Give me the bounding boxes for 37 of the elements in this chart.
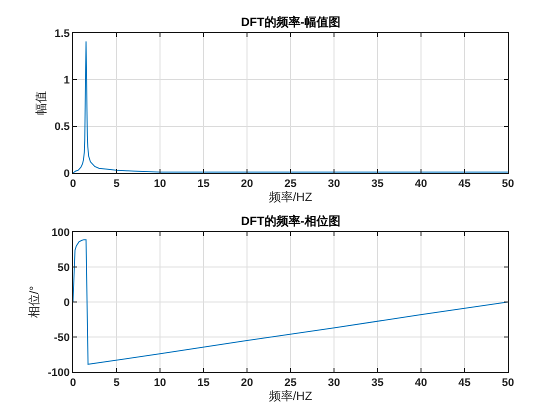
x-tick-label: 10 [154, 178, 166, 190]
y-tick-label: -50 [54, 332, 70, 344]
x-tick-label: 45 [458, 178, 471, 190]
y-tick-label: 1.5 [54, 28, 70, 40]
x-tick-label: 20 [240, 178, 254, 190]
x-tick-label: 25 [284, 377, 297, 390]
y-tick-label: 0 [64, 168, 70, 180]
x-axis-title: 频率/HZ [268, 389, 312, 404]
x-tick-label: 15 [197, 377, 210, 390]
x-tick-label: 30 [328, 178, 340, 190]
y-axis-title: 幅值 [34, 91, 48, 115]
x-tick-label: 5 [113, 178, 120, 190]
chart-title: DFT的频率-相位图 [241, 214, 340, 228]
x-tick-label: 10 [154, 377, 166, 390]
x-tick-label: 40 [414, 377, 428, 390]
y-tick-label: -100 [48, 366, 70, 379]
y-tick-label: 0 [64, 296, 70, 309]
y-tick-label: 100 [51, 226, 70, 239]
x-tick-label: 50 [502, 178, 514, 190]
x-tick-label: 15 [197, 178, 210, 190]
line-series [73, 239, 508, 365]
x-tick-label: 50 [502, 377, 514, 390]
x-tick-label: 30 [328, 377, 340, 390]
x-tick-label: 45 [458, 377, 471, 390]
y-tick-label: 50 [58, 262, 70, 274]
x-tick-label: 20 [240, 377, 254, 390]
x-tick-label: 40 [414, 178, 428, 190]
x-tick-label: 35 [371, 377, 384, 390]
line-series [73, 40, 508, 173]
x-axis-title: 频率/HZ [268, 190, 312, 204]
chart-title: DFT的频率-幅值图 [241, 15, 340, 29]
x-tick-label: 5 [113, 377, 120, 390]
y-tick-label: 1 [64, 74, 70, 87]
y-tick-label: 0.5 [54, 121, 70, 134]
x-tick-label: 35 [371, 178, 384, 190]
x-tick-label: 25 [284, 178, 297, 190]
y-axis-title: 相位/° [27, 286, 42, 318]
